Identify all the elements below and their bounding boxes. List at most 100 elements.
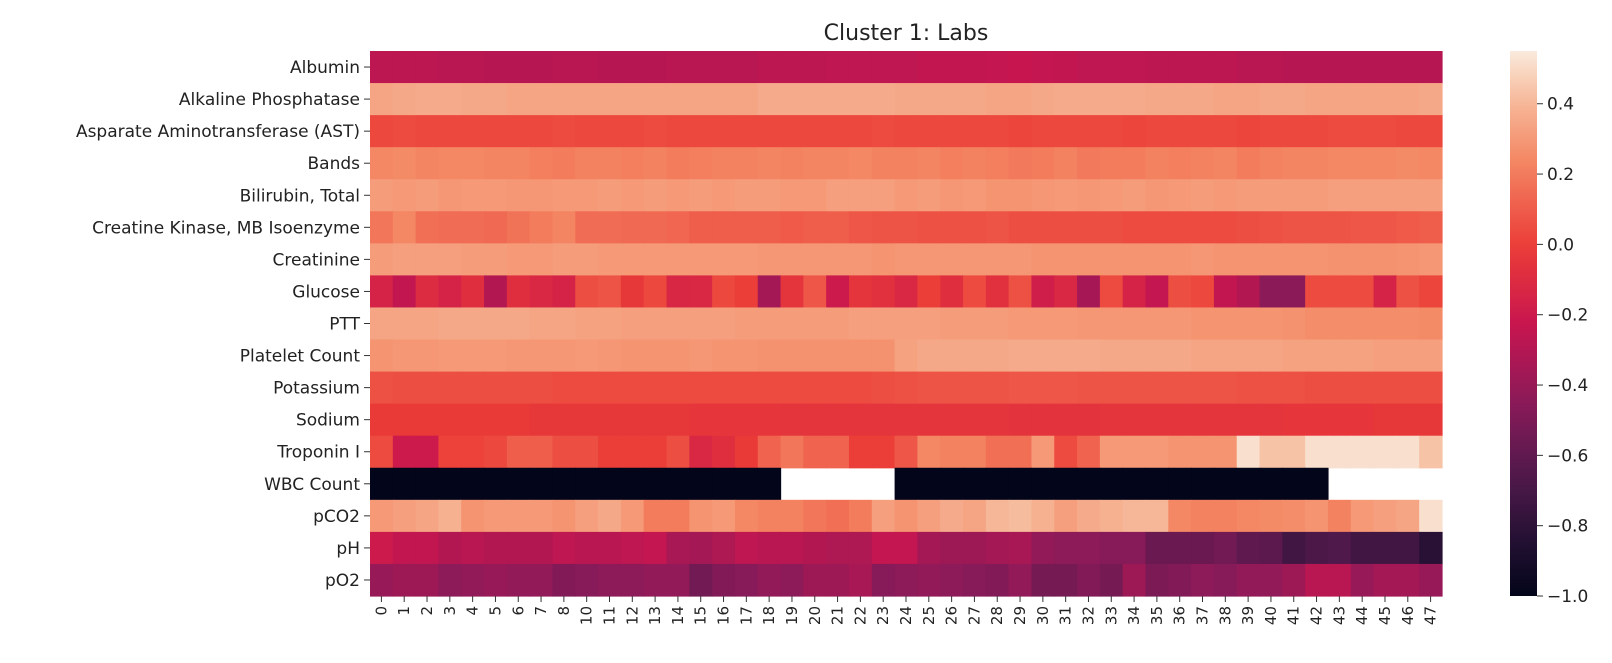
heatmap-cell (415, 275, 440, 309)
heatmap-cell (848, 83, 873, 116)
heatmap-cell (985, 435, 1010, 469)
heatmap-cell (461, 179, 485, 212)
heatmap-cell (940, 211, 964, 244)
heatmap-cell (1191, 147, 1215, 180)
heatmap-cell (1373, 371, 1397, 405)
heatmap-cell (917, 371, 941, 405)
heatmap-cell (1168, 147, 1192, 180)
heatmap-cell (734, 179, 759, 212)
heatmap-cell (894, 147, 919, 180)
heatmap-cell (1054, 243, 1078, 277)
heatmap-cell (1122, 243, 1147, 277)
heatmap-cell (1236, 147, 1261, 180)
heatmap-cell (1031, 275, 1055, 309)
heatmap-cell (712, 147, 736, 180)
column-label: 22 (851, 606, 869, 625)
heatmap-cell (1236, 499, 1261, 533)
heatmap-cell (963, 179, 987, 212)
heatmap-cell (484, 531, 508, 565)
heatmap-cell (461, 275, 485, 309)
column-label: 17 (737, 606, 755, 625)
heatmap-cell (620, 403, 645, 437)
heatmap-cell (506, 147, 531, 180)
heatmap-cell (666, 371, 690, 405)
heatmap-cell (848, 531, 873, 565)
heatmap-cell (689, 403, 713, 437)
heatmap-cell (1099, 51, 1124, 84)
heatmap-cell (506, 83, 531, 116)
heatmap-cell (1419, 83, 1443, 116)
heatmap-cell (1031, 51, 1055, 84)
heatmap-cell (529, 275, 554, 309)
heatmap-cell (1099, 435, 1124, 469)
heatmap-cell (415, 243, 440, 277)
heatmap-cell (917, 179, 941, 212)
heatmap-cell (1054, 51, 1078, 84)
heatmap-cell (871, 371, 896, 405)
heatmap-cell (1213, 499, 1238, 533)
heatmap-cell (1350, 403, 1375, 437)
heatmap-cell (985, 275, 1010, 309)
heatmap-cell (552, 499, 576, 533)
heatmap-cell (1236, 115, 1261, 148)
heatmap-cell (392, 147, 417, 180)
heatmap-cell (848, 115, 873, 148)
heatmap-cell (1282, 179, 1306, 212)
heatmap-cell (643, 499, 668, 533)
heatmap-cell (1168, 499, 1192, 533)
heatmap-cell (1145, 179, 1169, 212)
heatmap-cell (1236, 563, 1261, 597)
heatmap-cell (438, 115, 462, 148)
heatmap-cell (1168, 403, 1192, 437)
heatmap-cell (757, 179, 782, 212)
heatmap-cell (392, 499, 417, 533)
heatmap-cell (780, 147, 804, 180)
heatmap-cell (1145, 531, 1169, 565)
heatmap-cell (370, 179, 394, 212)
heatmap-cell (529, 115, 554, 148)
column-label: 20 (806, 606, 824, 625)
heatmap-cell (1373, 307, 1397, 341)
heatmap-cell (643, 307, 668, 341)
heatmap-cell (1008, 147, 1033, 180)
heatmap-cell (620, 499, 645, 533)
heatmap-cell (529, 211, 554, 244)
heatmap-cell (1168, 531, 1192, 565)
column-label: 0 (372, 606, 390, 616)
heatmap-cell (392, 371, 417, 405)
heatmap-cell (438, 467, 462, 501)
row-label: pO2 (325, 571, 360, 591)
heatmap-cell (643, 563, 668, 597)
heatmap-cell (780, 179, 804, 212)
heatmap-cell (985, 211, 1010, 244)
heatmap-cell (1419, 531, 1443, 565)
heatmap-cell (575, 435, 599, 469)
heatmap-cell (666, 51, 690, 84)
heatmap-cell (826, 211, 850, 244)
heatmap-cell (415, 371, 440, 405)
heatmap-cell (1145, 339, 1169, 373)
heatmap-cell (1396, 499, 1420, 533)
heatmap-cell (712, 243, 736, 277)
heatmap-cell (620, 339, 645, 373)
heatmap-cell (620, 83, 645, 116)
heatmap-cell (1259, 563, 1283, 597)
heatmap-cell (620, 179, 645, 212)
heatmap-cell (643, 467, 668, 501)
heatmap-cell (1236, 179, 1261, 212)
heatmap-cell (985, 179, 1010, 212)
heatmap-cell (1282, 243, 1306, 277)
heatmap-cell (461, 563, 485, 597)
heatmap-cell (1031, 179, 1055, 212)
heatmap-cell (1259, 275, 1283, 309)
heatmap-cell (1191, 307, 1215, 341)
heatmap-cell (506, 307, 531, 341)
heatmap-cell (1191, 499, 1215, 533)
heatmap-cell (1122, 435, 1147, 469)
heatmap-cell (620, 531, 645, 565)
heatmap-cell (438, 179, 462, 212)
heatmap-cell (575, 179, 599, 212)
column-label: 43 (1330, 606, 1348, 625)
heatmap-cell (484, 83, 508, 116)
heatmap-cell (1373, 51, 1397, 84)
